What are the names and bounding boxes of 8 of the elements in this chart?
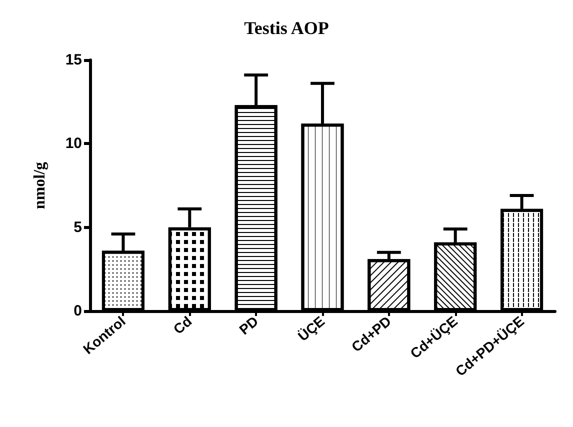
x-tick-label: Cd [170,312,195,338]
y-tick-label: 0 [74,302,82,320]
y-tick-label: 10 [65,135,82,152]
y-axis-title: nmol/g [32,162,48,210]
x-tick-label: PD [236,312,262,338]
y-tick-label: 5 [74,218,82,236]
chart-title: Testis AOP [244,18,329,38]
y-tick-label: 15 [65,52,82,68]
